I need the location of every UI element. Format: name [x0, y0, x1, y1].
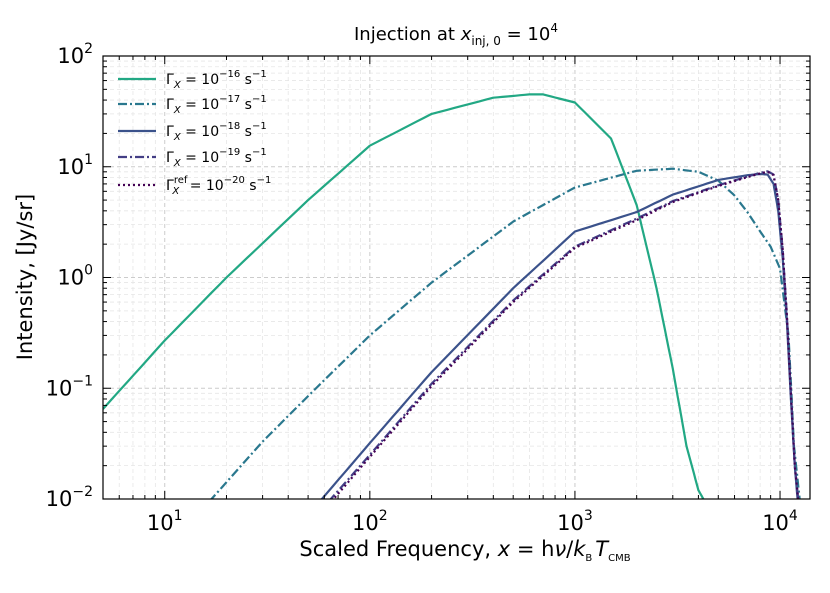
series-line-3 [320, 172, 799, 499]
y-axis-label: Intensity, [Jy/sr] [13, 194, 37, 360]
x-tick-label: 104 [762, 508, 798, 535]
x-axis-label: Scaled Frequency, x = hν/kB TCMB [299, 537, 630, 564]
y-tick-label: 100 [57, 263, 93, 290]
y-tick-label: 10−2 [46, 484, 93, 511]
series-layer [103, 93, 801, 499]
ticks [102, 55, 810, 500]
y-tick-labels: 10−2 10−1 100 101 102 [46, 41, 93, 511]
x-tick-label: 101 [147, 508, 183, 535]
legend-label-4: ΓX = 10−19 s−1 [166, 147, 267, 169]
chart-title: Injection at xinj, 0 = 104 [354, 21, 558, 48]
grid [103, 56, 810, 499]
x-tick-label: 103 [557, 508, 593, 535]
x-tick-label: 102 [352, 508, 388, 535]
legend-label-3: ΓX = 10−18 s−1 [166, 121, 267, 143]
series-line-4 [329, 170, 800, 499]
legend-label-1: ΓX = 10−16 s−1 [166, 69, 267, 91]
legend-label-5: Γref X = 10−20 s−1 [166, 175, 271, 197]
y-tick-label: 101 [57, 152, 93, 179]
y-tick-label: 10−1 [46, 373, 93, 400]
y-tick-label: 102 [57, 41, 93, 68]
legend: ΓX = 10−16 s−1 ΓX = 10−17 s−1 ΓX = 10−18 s… [118, 69, 271, 197]
series-line-1 [103, 93, 705, 499]
series-line-5 [332, 170, 800, 499]
legend-label-2: ΓX = 10−17 s−1 [166, 94, 267, 116]
x-tick-labels: 101 102 103 104 [147, 508, 798, 535]
